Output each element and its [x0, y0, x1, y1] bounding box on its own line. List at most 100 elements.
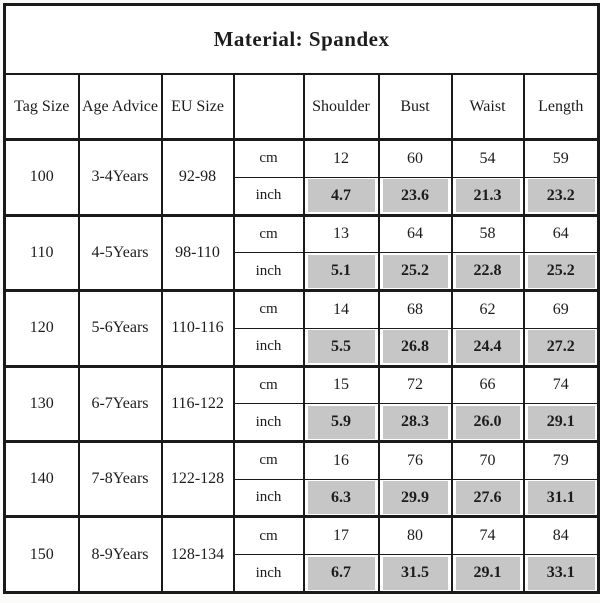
size-row-130-inch: inch 5.9 28.3 26.0 29.1 [5, 403, 600, 443]
tag-size-cell: 110 [3, 214, 80, 293]
inch-bust-value: 26.8 [377, 327, 453, 368]
unit-label-inch: inch [232, 403, 305, 443]
inch-shoulder-value: 6.3 [302, 478, 380, 519]
inch-length-value: 27.2 [522, 327, 600, 368]
cm-length-value: 74 [522, 365, 600, 405]
cm-shoulder-value: 16 [302, 440, 380, 480]
cm-bust-value: 64 [377, 214, 453, 254]
inch-waist-value: 27.6 [450, 478, 525, 519]
inch-bust-value: 29.9 [377, 478, 453, 519]
tag-size-cell: 150 [3, 515, 80, 594]
column-header-age-advice: Age Advice [77, 73, 163, 142]
cm-shoulder-value: 14 [302, 289, 380, 329]
inch-waist-value: 22.8 [450, 252, 525, 293]
size-row-140-inch: inch 6.3 29.9 27.6 31.1 [5, 478, 600, 519]
column-header-unit [232, 73, 305, 142]
cm-bust-value: 60 [377, 138, 453, 178]
cm-bust-value: 80 [377, 515, 453, 556]
cm-shoulder-value: 13 [302, 214, 380, 254]
column-header-tag-size: Tag Size [3, 73, 80, 142]
unit-label-cm: cm [232, 440, 305, 480]
cm-shoulder-value: 12 [302, 138, 380, 178]
inch-shoulder-value: 5.5 [302, 327, 380, 368]
inch-length-value: 23.2 [522, 176, 600, 217]
inch-bust-value: 23.6 [377, 176, 453, 217]
size-row-100-cm: 100 3-4Years 92-98 cm 12 60 54 59 [3, 138, 600, 217]
cm-shoulder-value: 15 [302, 365, 380, 405]
inch-length-value: 33.1 [522, 554, 600, 594]
unit-label-inch: inch [232, 176, 305, 217]
inch-length-value: 25.2 [522, 252, 600, 293]
cm-length-value: 64 [522, 214, 600, 254]
eu-size-cell: 98-110 [160, 214, 235, 293]
unit-label-inch: inch [232, 327, 305, 368]
inch-waist-value: 21.3 [450, 176, 525, 217]
size-chart-table: Material: Spandex Tag Size Age Advice EU… [3, 3, 600, 594]
inch-shoulder-value: 5.1 [302, 252, 380, 293]
column-header-shoulder: Shoulder [302, 73, 380, 142]
cm-length-value: 79 [522, 440, 600, 480]
inch-waist-value: 26.0 [450, 403, 525, 443]
eu-size-cell: 116-122 [160, 365, 235, 444]
column-header-row: Tag Size Age Advice EU Size Shoulder Bus… [3, 73, 600, 142]
tag-size-cell: 140 [3, 440, 80, 519]
age-advice-cell: 8-9Years [77, 515, 163, 594]
size-row-120-cm: 120 5-6Years 110-116 cm 14 68 62 69 [3, 289, 600, 368]
inch-bust-value: 28.3 [377, 403, 453, 443]
eu-size-cell: 110-116 [160, 289, 235, 368]
tag-size-cell: 100 [3, 138, 80, 217]
size-row-140-cm: 140 7-8Years 122-128 cm 16 76 70 79 [3, 440, 600, 519]
eu-size-cell: 92-98 [160, 138, 235, 217]
tag-size-cell: 130 [3, 365, 80, 444]
inch-shoulder-value: 6.7 [302, 554, 380, 594]
size-row-120-inch: inch 5.5 26.8 24.4 27.2 [5, 327, 600, 368]
unit-label-cm: cm [232, 214, 305, 254]
inch-shoulder-value: 5.9 [302, 403, 380, 443]
cm-waist-value: 58 [450, 214, 525, 254]
inch-bust-value: 25.2 [377, 252, 453, 293]
column-header-bust: Bust [377, 73, 453, 142]
cm-waist-value: 54 [450, 138, 525, 178]
cm-waist-value: 66 [450, 365, 525, 405]
inch-length-value: 29.1 [522, 403, 600, 443]
cm-length-value: 84 [522, 515, 600, 556]
size-row-130-cm: 130 6-7Years 116-122 cm 15 72 66 74 [3, 365, 600, 444]
inch-waist-value: 29.1 [450, 554, 525, 594]
size-row-110-inch: inch 5.1 25.2 22.8 25.2 [5, 252, 600, 293]
unit-label-cm: cm [232, 289, 305, 329]
size-row-150-inch: inch 6.7 31.5 29.1 33.1 [5, 554, 600, 594]
cm-bust-value: 68 [377, 289, 453, 329]
age-advice-cell: 5-6Years [77, 289, 163, 368]
unit-label-inch: inch [232, 554, 305, 594]
unit-label-inch: inch [232, 252, 305, 293]
cm-length-value: 59 [522, 138, 600, 178]
cm-waist-value: 74 [450, 515, 525, 556]
inch-bust-value: 31.5 [377, 554, 453, 594]
age-advice-cell: 3-4Years [77, 138, 163, 217]
age-advice-cell: 7-8Years [77, 440, 163, 519]
cm-bust-value: 76 [377, 440, 453, 480]
tag-size-cell: 120 [3, 289, 80, 368]
unit-label-cm: cm [232, 365, 305, 405]
table-title: Material: Spandex [3, 3, 600, 76]
cm-length-value: 69 [522, 289, 600, 329]
cm-waist-value: 62 [450, 289, 525, 329]
inch-shoulder-value: 4.7 [302, 176, 380, 217]
table-title-row: Material: Spandex [3, 3, 600, 76]
cm-waist-value: 70 [450, 440, 525, 480]
inch-length-value: 31.1 [522, 478, 600, 519]
unit-label-cm: cm [232, 138, 305, 178]
column-header-waist: Waist [450, 73, 525, 142]
unit-label-inch: inch [232, 478, 305, 519]
size-row-100-inch: inch 4.7 23.6 21.3 23.2 [5, 176, 600, 217]
age-advice-cell: 6-7Years [77, 365, 163, 444]
age-advice-cell: 4-5Years [77, 214, 163, 293]
size-row-110-cm: 110 4-5Years 98-110 cm 13 64 58 64 [3, 214, 600, 293]
inch-waist-value: 24.4 [450, 327, 525, 368]
eu-size-cell: 128-134 [160, 515, 235, 594]
unit-label-cm: cm [232, 515, 305, 556]
size-row-150-cm: 150 8-9Years 128-134 cm 17 80 74 84 [3, 515, 600, 594]
eu-size-cell: 122-128 [160, 440, 235, 519]
cm-bust-value: 72 [377, 365, 453, 405]
column-header-eu-size: EU Size [160, 73, 235, 142]
